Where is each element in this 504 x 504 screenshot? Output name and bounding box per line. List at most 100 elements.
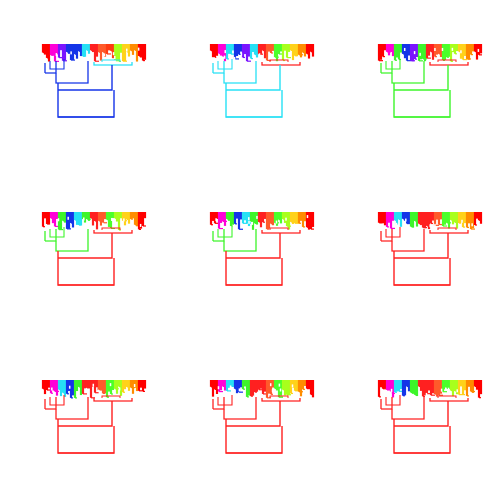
cluster-links — [212, 227, 301, 252]
leaf-gap — [434, 223, 436, 227]
right-subtree-link — [93, 398, 133, 402]
leaf-gap — [434, 48, 436, 52]
right-subtree-link — [429, 230, 469, 234]
leaf-gap — [224, 50, 226, 54]
dendrogram-panel-4 — [41, 212, 147, 286]
left-inner-link — [217, 59, 233, 70]
leaf-gap — [111, 217, 113, 221]
leaf-gap — [445, 387, 447, 391]
leaf-gap — [441, 47, 444, 51]
leaf-clusters — [377, 380, 483, 399]
trunk-branch — [393, 90, 451, 118]
root-branch — [225, 65, 281, 91]
leaf-gap — [278, 55, 281, 59]
root-branch — [57, 65, 113, 91]
leaf-gap — [451, 47, 454, 51]
leaf-gap — [258, 53, 261, 57]
root-branch — [57, 233, 113, 259]
cluster-links — [380, 227, 469, 252]
leaf-gap — [217, 386, 220, 390]
leaf-clusters — [377, 44, 483, 62]
right-inner-link — [437, 59, 457, 62]
left-inner-link — [217, 227, 233, 238]
trunk-branch — [225, 90, 283, 118]
leaf-gap — [306, 215, 309, 219]
leaf-clusters — [41, 212, 147, 231]
trunk-branch — [225, 258, 283, 286]
right-subtree-link — [261, 398, 301, 402]
leaf-gap — [419, 52, 421, 56]
cluster-links — [212, 59, 301, 84]
cluster-links — [380, 395, 469, 420]
root-branch — [393, 401, 449, 427]
left-inner-link — [385, 395, 401, 406]
leaf-gap — [137, 47, 140, 51]
leaf-gap — [223, 55, 226, 59]
trunk — [393, 65, 451, 118]
left-inner-link — [217, 395, 233, 406]
leaf-clusters — [209, 212, 315, 230]
root-branch — [225, 401, 281, 427]
dendrogram-panel-8 — [209, 380, 315, 454]
leaf-gap — [456, 389, 458, 393]
cluster-links — [44, 227, 133, 252]
leaf-gap — [55, 53, 58, 57]
leaf-gap — [123, 218, 125, 222]
trunk-branch — [57, 426, 115, 454]
leaf-gap — [109, 383, 112, 387]
leaf-gap — [216, 55, 218, 59]
right-inner-link — [269, 227, 289, 230]
dendrogram-panel-3 — [377, 44, 483, 118]
leaf-gap — [103, 53, 106, 57]
leaf-gap — [429, 224, 431, 228]
leaf-gap — [118, 387, 121, 391]
trunk-branch — [393, 426, 451, 454]
leaf-gap — [233, 56, 236, 60]
dendrogram-panel-9 — [377, 380, 483, 454]
right-subtree-link — [93, 230, 133, 234]
leaf-gap — [269, 383, 272, 387]
leaf-gap — [461, 219, 463, 223]
leaf-gap — [425, 392, 428, 396]
leaf-clusters — [41, 44, 147, 63]
dendrogram-panel-6 — [377, 212, 483, 286]
right-inner-link — [101, 395, 121, 398]
mid-subtree-link — [55, 61, 89, 84]
trunk — [225, 401, 283, 454]
trunk — [57, 233, 115, 286]
leaf-gap — [460, 50, 462, 54]
root-branch — [57, 401, 113, 427]
leaf-gap — [238, 388, 241, 392]
leaf-gap — [477, 48, 480, 52]
leaf-gap — [94, 222, 96, 226]
leaf-clusters — [209, 380, 315, 399]
leaf-gap — [256, 215, 258, 219]
trunk — [225, 233, 283, 286]
leaf-gap — [102, 222, 104, 226]
right-inner-link — [437, 227, 457, 230]
trunk — [393, 233, 451, 286]
leaf-gap — [126, 48, 128, 52]
leaf-gap — [390, 388, 393, 392]
dendrogram-panel-2 — [209, 44, 315, 118]
leaf-gap — [51, 387, 53, 391]
left-inner-link — [385, 59, 401, 70]
leaf-gap — [403, 47, 406, 51]
leaf-gap — [229, 385, 232, 389]
leaf-gap — [440, 388, 443, 392]
leaf-gap — [112, 52, 115, 56]
leaf-gap — [291, 384, 294, 388]
leaf-gap — [405, 218, 407, 222]
cluster-links — [44, 395, 133, 420]
right-inner-link — [269, 59, 289, 62]
right-inner-link — [269, 395, 289, 398]
leaf-gap — [279, 388, 282, 392]
right-subtree-link — [261, 230, 301, 234]
leaf-gap — [285, 217, 287, 221]
mid-subtree-link — [391, 229, 425, 252]
leaf-gap — [68, 385, 71, 389]
left-inner-link — [49, 227, 65, 238]
leaf-gap — [275, 220, 278, 224]
trunk — [225, 65, 283, 118]
left-inner-link — [49, 59, 65, 70]
